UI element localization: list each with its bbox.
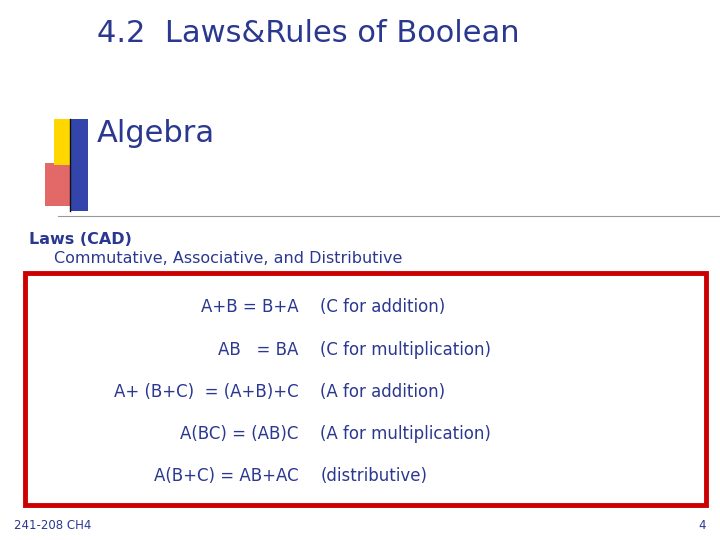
- Text: 241-208 CH4: 241-208 CH4: [14, 519, 91, 532]
- Text: (A for addition): (A for addition): [320, 383, 446, 401]
- Text: (C for addition): (C for addition): [320, 298, 446, 316]
- Text: Laws (CAD): Laws (CAD): [29, 232, 132, 247]
- FancyBboxPatch shape: [25, 273, 706, 505]
- Text: (distributive): (distributive): [320, 467, 428, 485]
- Text: (A for multiplication): (A for multiplication): [320, 425, 491, 443]
- Bar: [70, 119, 88, 211]
- Text: A+ (B+C)  = (A+B)+C: A+ (B+C) = (A+B)+C: [114, 383, 299, 401]
- Text: (C for multiplication): (C for multiplication): [320, 341, 491, 359]
- Text: Commutative, Associative, and Distributive: Commutative, Associative, and Distributi…: [54, 251, 402, 266]
- Text: 4.2  Laws&Rules of Boolean: 4.2 Laws&Rules of Boolean: [97, 19, 520, 48]
- Bar: [54, 119, 84, 165]
- Bar: [45, 163, 84, 206]
- Text: A(BC) = (AB)C: A(BC) = (AB)C: [181, 425, 299, 443]
- Text: Algebra: Algebra: [97, 119, 215, 148]
- Text: AB   = BA: AB = BA: [218, 341, 299, 359]
- Text: A+B = B+A: A+B = B+A: [201, 298, 299, 316]
- Text: A(B+C) = AB+AC: A(B+C) = AB+AC: [154, 467, 299, 485]
- Text: 4: 4: [698, 519, 706, 532]
